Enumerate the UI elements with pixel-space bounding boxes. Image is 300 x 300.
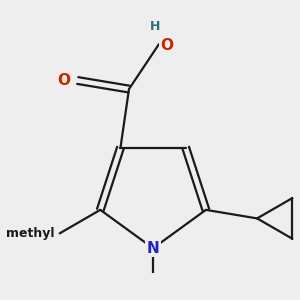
Text: N: N <box>147 241 160 256</box>
Text: H: H <box>149 20 160 33</box>
Text: O: O <box>57 73 70 88</box>
Text: methyl: methyl <box>6 227 54 240</box>
Text: O: O <box>160 38 173 53</box>
